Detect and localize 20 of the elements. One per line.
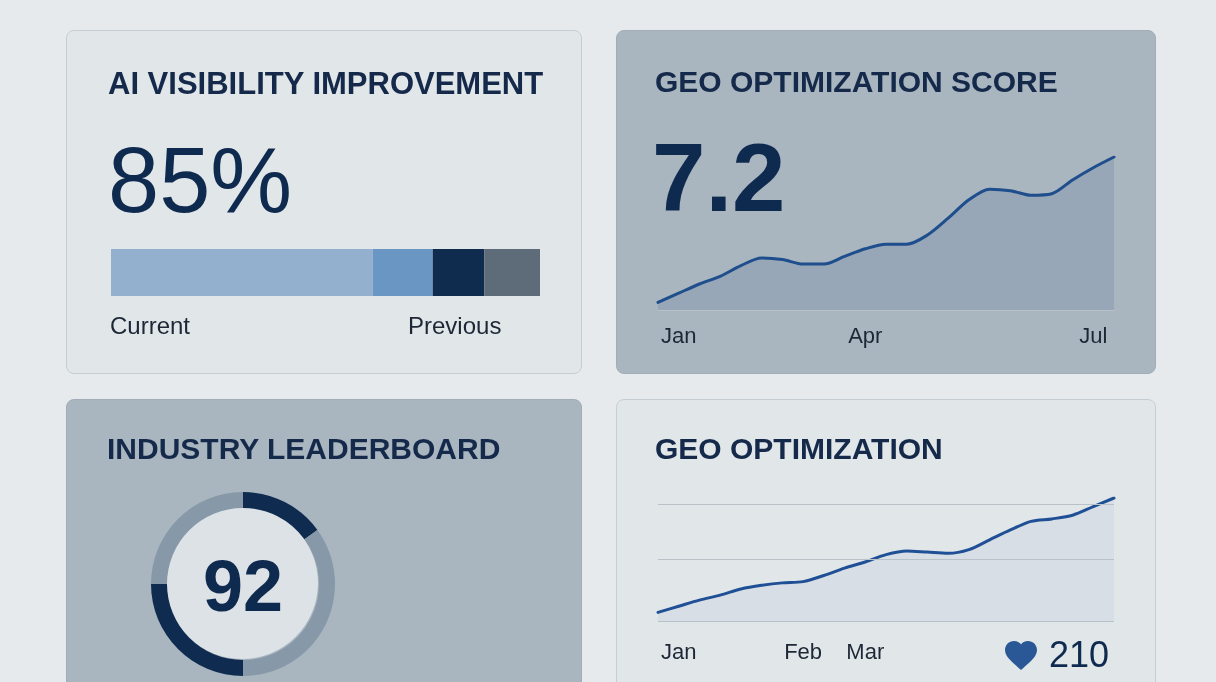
bar	[484, 249, 540, 296]
chart-title: INDUSTRY LEADERBOARD	[107, 432, 501, 465]
text: 210	[1049, 634, 1110, 675]
bar	[372, 249, 433, 296]
bar	[432, 249, 485, 296]
chart-title: AI VISIBILITY IMPROVEMENT	[108, 66, 544, 101]
x-tick-label: Mar	[846, 638, 885, 664]
text: 92	[201, 546, 285, 626]
x-tick-label: Feb	[784, 638, 823, 664]
x-tick-label: Jul	[1079, 322, 1108, 348]
x-tick-label: Jan	[660, 638, 697, 664]
bar	[111, 249, 373, 296]
text: 85%	[108, 129, 293, 231]
x-tick-label: Jan	[660, 322, 697, 348]
text: Previous	[408, 312, 502, 339]
chart-title: GEO OPTIMIZATION SCORE	[655, 65, 1058, 98]
text: Current	[110, 312, 191, 339]
chart-title: GEO OPTIMIZATION	[655, 432, 943, 465]
annotation: 7.2	[652, 124, 786, 231]
x-tick-label: Apr	[848, 322, 883, 348]
